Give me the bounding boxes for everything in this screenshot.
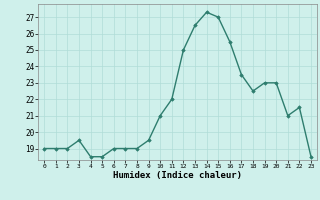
X-axis label: Humidex (Indice chaleur): Humidex (Indice chaleur) xyxy=(113,171,242,180)
